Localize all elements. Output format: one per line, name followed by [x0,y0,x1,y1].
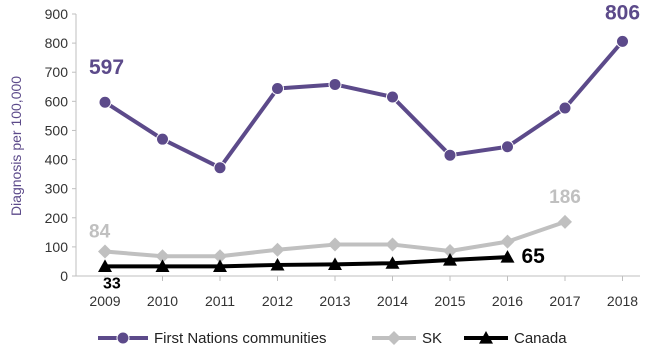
legend-marker [479,331,493,344]
y-ticks: 0 100 200 300 400 500 600 700 800 900 [45,6,76,284]
data-point [270,257,285,271]
data-point [98,95,112,109]
x-tick-label: 2016 [492,293,523,309]
x-tick-label: 2012 [262,293,293,309]
y-tick-label: 200 [45,210,69,226]
data-point [443,148,457,162]
data-point [443,243,457,258]
x-tick-label: 2011 [205,293,235,309]
data-point [328,237,342,252]
data-point [500,234,515,249]
y-tick-label: 900 [45,6,69,22]
y-tick-label: 800 [45,35,69,51]
data-label: 33 [103,275,121,292]
legend-label: First Nations communities [154,330,327,347]
y-axis-label: Diagnosis per 100,000 [8,76,24,216]
legend-item: First Nations communities [98,330,327,347]
data-label: 186 [549,187,581,208]
data-point [558,214,572,229]
data-label: 806 [605,1,640,24]
series-0 [98,34,629,175]
data-label: 84 [89,222,111,243]
x-tick-label: 2009 [89,293,120,309]
data-point [98,244,112,259]
data-point [558,101,572,115]
legend-label: SK [422,330,442,347]
data-point [213,161,227,175]
data-point [155,249,170,264]
data-point [386,90,399,104]
legend: First Nations communities SK Canada [98,330,567,347]
series-2 [98,250,515,272]
data-point [500,250,515,263]
x-tick-label: 2013 [319,293,350,309]
x-ticks: 2009 2010 2011 2012 2013 2014 2015 2016 2017 2018 [89,276,638,309]
data-labels: 597 806 84 186 33 65 [89,1,640,292]
legend-marker [116,331,130,345]
series-line [105,255,508,269]
data-point [271,82,284,96]
y-tick-label: 700 [45,64,69,80]
series-layer [98,34,629,272]
data-point [213,249,227,264]
y-tick-label: 300 [45,181,69,197]
data-point [385,237,400,252]
legend-label: Canada [514,330,567,347]
data-point [213,259,227,272]
data-point [270,242,285,257]
data-point [156,132,169,146]
x-tick-label: 2010 [147,293,178,309]
x-tick-label: 2017 [549,293,580,309]
data-point [385,256,400,269]
y-tick-label: 100 [45,239,69,255]
y-tick-label: 500 [45,122,69,138]
legend-marker [387,331,401,345]
y-tick-label: 0 [60,268,68,284]
data-point [616,34,629,48]
legend-item: Canada [464,330,567,347]
data-label: 597 [89,56,124,79]
data-point [328,77,342,91]
data-point [443,252,457,266]
data-label: 65 [522,245,546,268]
data-point [328,257,342,270]
data-point [98,259,112,272]
x-tick-label: 2014 [377,293,408,309]
series-1 [98,214,572,264]
x-tick-label: 2018 [607,293,638,309]
y-tick-label: 400 [45,152,69,168]
data-point [155,259,170,272]
series-line [103,40,625,170]
y-tick-label: 600 [45,93,69,109]
legend-item: SK [372,330,442,347]
x-tick-label: 2015 [434,293,465,309]
data-point [501,140,514,154]
